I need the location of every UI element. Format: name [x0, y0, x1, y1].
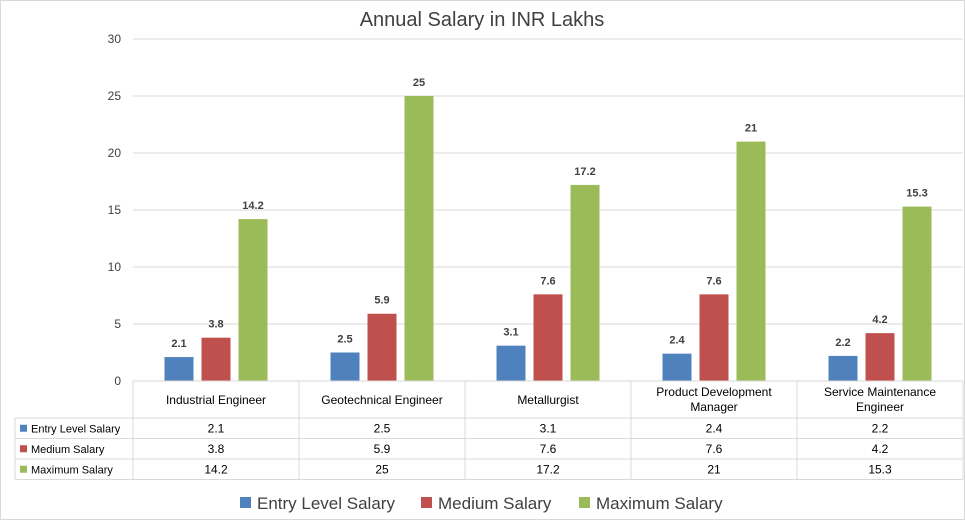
table-cell: 7.6: [706, 442, 723, 456]
bar: [330, 352, 360, 381]
legend-label: Maximum Salary: [596, 494, 723, 513]
data-label: 7.6: [540, 275, 555, 287]
table-cell: 2.2: [872, 421, 889, 435]
bar: [201, 337, 231, 381]
table-cell: 25: [375, 462, 389, 476]
y-tick-label: 20: [108, 146, 122, 160]
y-tick-label: 25: [108, 89, 122, 103]
bar: [238, 219, 268, 381]
data-label: 5.9: [374, 295, 389, 307]
bars: [164, 96, 932, 381]
table-cell: 15.3: [868, 462, 892, 476]
data-label: 2.4: [669, 335, 685, 347]
table-row-label: Entry Level Salary: [31, 423, 121, 435]
data-label: 7.6: [706, 275, 721, 287]
y-tick-label: 0: [114, 374, 121, 388]
data-label: 3.1: [503, 327, 518, 339]
data-label: 2.5: [337, 334, 352, 346]
table-cell: 21: [707, 462, 721, 476]
bar: [736, 141, 766, 381]
data-label: 14.2: [242, 200, 263, 212]
y-axis: 0 5 10 15 20 25 30: [108, 32, 122, 388]
bar: [164, 357, 194, 381]
category-label: Industrial Engineer: [166, 393, 266, 407]
table-row-label: Maximum Salary: [31, 464, 113, 476]
gridlines: [133, 38, 963, 325]
legend-swatch: [579, 497, 590, 508]
bar: [570, 184, 600, 381]
data-label: 3.8: [208, 319, 223, 331]
table-cell: 2.4: [706, 421, 723, 435]
table-cell: 17.2: [536, 462, 560, 476]
chart-title: Annual Salary in INR Lakhs: [360, 9, 605, 31]
table-cell: 3.1: [540, 421, 557, 435]
table-cell: 7.6: [540, 442, 557, 456]
bar: [533, 294, 563, 381]
data-table: Industrial Engineer Geotechnical Engineer…: [14, 380, 964, 480]
y-tick-label: 10: [108, 260, 122, 274]
y-tick-label: 5: [114, 317, 121, 331]
category-label: Manager: [690, 400, 737, 414]
bar: [662, 353, 692, 381]
bar: [865, 333, 895, 381]
bar: [902, 206, 932, 381]
legend-label: Entry Level Salary: [257, 494, 395, 513]
table-legend-key: [20, 445, 27, 453]
data-label: 21: [745, 123, 757, 135]
table-legend-key: [20, 424, 27, 432]
bar: [367, 313, 397, 381]
table-cell: 3.8: [208, 442, 225, 456]
category-label: Engineer: [856, 400, 904, 414]
bar: [496, 345, 526, 381]
data-label: 17.2: [574, 166, 595, 178]
table-row-label: Medium Salary: [31, 444, 105, 456]
bar: [828, 355, 858, 381]
data-label: 2.2: [835, 337, 850, 349]
category-label: Product Development: [656, 385, 772, 399]
table-cell: 2.1: [208, 421, 225, 435]
data-labels: 2.1 2.5 3.1 2.4 2.2 3.8 5.9 7.6 7.6 4.2 14.2 25 17.2…: [171, 77, 927, 350]
y-tick-label: 15: [108, 203, 122, 217]
table-legend-key: [20, 465, 27, 473]
data-label: 15.3: [906, 188, 927, 200]
category-label: Service Maintenance: [824, 385, 936, 399]
data-label: 2.1: [171, 338, 186, 350]
bar: [699, 294, 729, 381]
table-cell: 5.9: [374, 442, 391, 456]
legend: Entry Level Salary Medium Salary Maximum S…: [240, 494, 723, 513]
category-label: Metallurgist: [517, 393, 579, 407]
data-label: 25: [413, 77, 425, 89]
table-cell: 14.2: [204, 462, 228, 476]
legend-swatch: [421, 497, 432, 508]
legend-swatch: [240, 497, 251, 508]
bar: [404, 96, 434, 381]
table-cell: 4.2: [872, 442, 889, 456]
y-tick-label: 30: [108, 32, 122, 46]
legend-label: Medium Salary: [438, 494, 552, 513]
table-cell: 2.5: [374, 421, 391, 435]
category-label: Geotechnical Engineer: [321, 393, 442, 407]
data-label: 4.2: [872, 314, 887, 326]
